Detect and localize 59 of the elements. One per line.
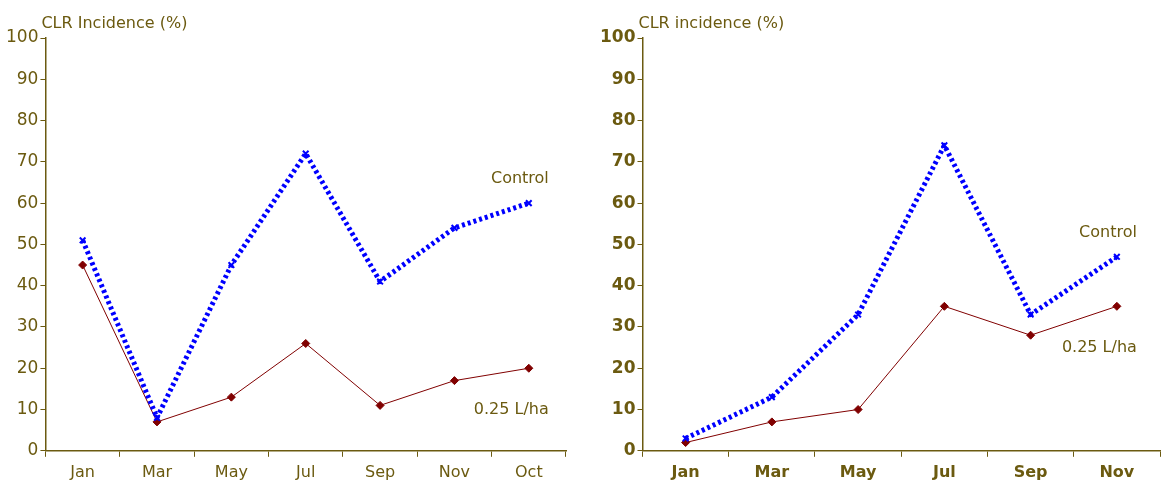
point: [301, 149, 310, 158]
y-axis-title: CLR Incidence (%): [41, 13, 188, 33]
x-tick-label: Sep: [1013, 461, 1048, 481]
series-label: 0.25 L/ha: [473, 399, 549, 419]
y-tick-label: 70: [611, 150, 636, 171]
point: [767, 417, 777, 427]
point: [78, 236, 87, 245]
point: [375, 400, 385, 410]
y-tick-label: 20: [611, 356, 636, 377]
point: [226, 392, 236, 402]
x-tick-label: Oct: [514, 461, 543, 481]
x-tick-label: May: [214, 461, 248, 481]
series-label: Control: [1079, 221, 1137, 241]
y-tick-label: 80: [16, 108, 39, 129]
x-tick-label: Nov: [438, 461, 471, 481]
y-tick-label: 40: [16, 274, 39, 295]
point: [1112, 301, 1122, 311]
point: [1113, 252, 1121, 261]
x-tick-label: May: [839, 461, 878, 481]
y-tick-label: 50: [611, 232, 636, 253]
point: [939, 301, 949, 311]
x-tick-label: Sep: [365, 461, 396, 481]
series-label: Control: [490, 168, 549, 188]
y-tick-label: 60: [16, 191, 39, 212]
y-tick-label: 30: [16, 315, 39, 336]
y-tick-label: 20: [16, 356, 39, 377]
x-tick-label: Jul: [931, 461, 956, 481]
x-tick-label: Jul: [295, 461, 316, 481]
y-tick-label: 60: [611, 191, 636, 212]
point: [227, 261, 236, 269]
y-tick-label: 100: [599, 26, 636, 47]
point: [78, 260, 88, 270]
series-label: 0.25 L/ha: [1061, 337, 1137, 357]
y-tick-label: 0: [27, 439, 39, 460]
x-tick-label: Mar: [141, 461, 173, 481]
y-tick-label: 100: [5, 26, 39, 47]
y-tick-label: 0: [623, 439, 636, 460]
y-tick-label: 50: [16, 232, 39, 253]
y-tick-label: 10: [611, 397, 636, 418]
point: [681, 434, 690, 443]
y-tick-label: 40: [611, 274, 636, 295]
x-tick-label: Nov: [1099, 461, 1135, 481]
x-tick-label: Mar: [754, 461, 790, 481]
y-axis-title: CLR incidence (%): [638, 13, 785, 33]
point: [301, 338, 311, 348]
y-tick-label: 70: [16, 150, 39, 171]
point: [524, 363, 534, 373]
point: [449, 376, 459, 386]
point: [940, 141, 949, 150]
point: [1026, 310, 1035, 319]
y-tick-label: 90: [611, 67, 636, 88]
y-tick-label: 10: [16, 397, 39, 418]
y-tick-label: 90: [16, 67, 39, 88]
x-tick-label: Jan: [69, 461, 95, 481]
y-tick-label: 30: [611, 315, 636, 336]
x-tick-label: Jan: [670, 461, 700, 481]
y-tick-label: 80: [611, 108, 636, 129]
point: [1026, 330, 1036, 340]
point: [853, 405, 863, 415]
